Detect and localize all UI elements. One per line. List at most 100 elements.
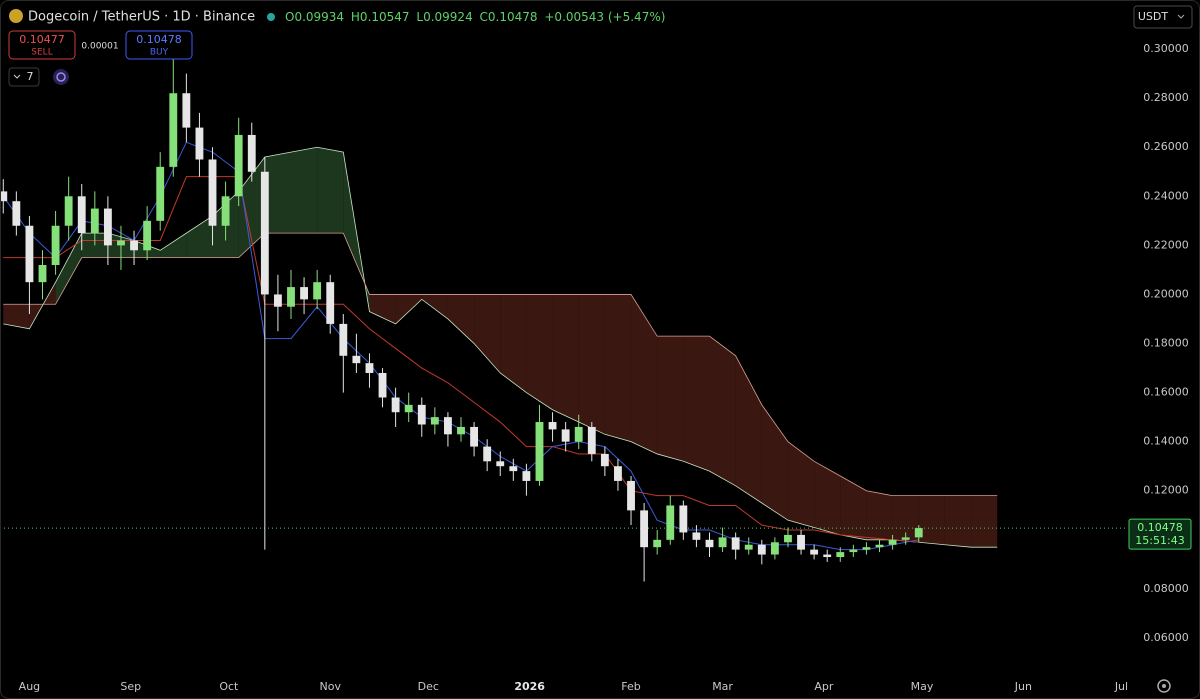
cloud-fill <box>317 147 344 234</box>
candle-body <box>103 208 112 246</box>
candle-body <box>182 93 191 128</box>
x-tick-label: Jun <box>1014 680 1032 693</box>
cloud-fill <box>264 152 291 234</box>
cloud-fill <box>186 215 213 258</box>
cloud-fill <box>631 294 658 454</box>
candle-body <box>614 466 622 481</box>
cloud-fill <box>787 441 815 528</box>
candle-body <box>483 446 492 462</box>
candle-body <box>90 208 99 234</box>
cloud-fill <box>604 294 632 442</box>
candle-body <box>797 534 805 550</box>
candle-body <box>509 466 518 472</box>
ohlc-low: L0.09924 <box>416 10 472 24</box>
candle-body <box>352 355 361 364</box>
candle-body <box>770 542 779 555</box>
candle-body <box>64 196 73 226</box>
cloud-fill <box>657 336 684 462</box>
cloud-fill <box>447 294 475 344</box>
cloud-fill <box>160 233 187 258</box>
x-tick-label: Oct <box>219 680 239 693</box>
x-tick-label: Feb <box>621 680 640 693</box>
buy-button[interactable]: 0.10478 BUY <box>125 30 193 60</box>
candle-body <box>757 544 766 555</box>
cloud-fill <box>369 294 396 324</box>
cloud-fill <box>840 476 867 540</box>
candle-body <box>627 480 635 511</box>
candle-body <box>378 372 387 398</box>
y-tick-label: 0.08000 <box>1143 582 1189 595</box>
ohlc-legend: O0.09934 H0.10547 L0.09924 C0.10478 +0.0… <box>285 10 665 24</box>
candle-body <box>522 471 531 481</box>
sell-price: 0.10477 <box>19 33 65 46</box>
settings-button[interactable] <box>1157 679 1171 693</box>
x-tick-label: May <box>911 680 934 693</box>
buy-label: BUY <box>150 48 169 58</box>
currency-box <box>1133 5 1193 29</box>
candle-body <box>117 240 125 246</box>
candle-body <box>77 196 86 234</box>
candle-body <box>666 505 675 540</box>
sync-bg <box>53 69 69 85</box>
candle-body <box>247 134 256 172</box>
candle-body <box>875 544 884 548</box>
sell-button[interactable]: 0.10477 SELL <box>8 30 76 60</box>
status-dot <box>267 13 275 21</box>
cloud-fill <box>500 294 527 393</box>
candle-body <box>339 323 348 356</box>
cloud-fill <box>395 294 422 324</box>
currency-chevron <box>1177 14 1185 19</box>
candle-body <box>548 422 557 430</box>
candle-body <box>0 191 8 202</box>
candle-body <box>862 547 871 550</box>
sync-button[interactable] <box>53 69 69 85</box>
indicator-count: 7 <box>27 70 34 83</box>
candle-body <box>901 537 910 540</box>
candle-body <box>561 429 570 442</box>
candle-body <box>273 294 282 307</box>
y-tick-label: 0.22000 <box>1143 238 1189 251</box>
sell-box <box>8 30 76 60</box>
cloud-fill <box>944 495 972 548</box>
candle-body <box>326 282 335 324</box>
cloud-fill <box>3 304 30 329</box>
span-b-line <box>3 232 998 497</box>
candle-body <box>391 397 400 413</box>
x-tick-label: Mar <box>712 680 733 693</box>
candle-body <box>718 537 727 548</box>
candle-body <box>38 265 47 283</box>
candle-body <box>587 426 596 454</box>
candle-body <box>365 363 374 373</box>
candle-body <box>640 510 649 548</box>
x-tick-label: 2026 <box>514 680 545 693</box>
base-line <box>3 176 919 543</box>
indicator-toggle[interactable]: 7 <box>8 67 40 87</box>
candle-body <box>156 166 165 221</box>
candle-body <box>600 453 609 467</box>
y-tick-label: 0.16000 <box>1143 386 1189 399</box>
candle-body <box>653 539 662 548</box>
candle-body <box>195 127 204 160</box>
candle-body <box>430 417 439 425</box>
cloud-fill <box>892 495 919 543</box>
candle-body <box>234 134 243 197</box>
cloud-fill <box>55 233 82 305</box>
currency-select[interactable]: USDT <box>1133 5 1193 29</box>
candle-body <box>417 404 426 425</box>
last-price-box <box>1128 518 1192 550</box>
y-tick-label: 0.26000 <box>1143 140 1189 153</box>
candle-body <box>169 93 178 167</box>
y-tick-label: 0.20000 <box>1143 287 1189 300</box>
countdown: 15:51:43 <box>1135 534 1184 547</box>
y-tick-label: 0.06000 <box>1143 631 1189 644</box>
candle-body <box>496 461 505 467</box>
cloud-fill <box>526 294 553 410</box>
y-tick-label: 0.12000 <box>1143 484 1189 497</box>
candle-body <box>130 240 138 251</box>
candle-body <box>260 171 269 295</box>
sync-icon <box>56 72 66 82</box>
candle-body <box>444 417 452 435</box>
buy-box <box>125 30 193 60</box>
ohlc-change: +0.00543 (+5.47%) <box>544 10 665 24</box>
